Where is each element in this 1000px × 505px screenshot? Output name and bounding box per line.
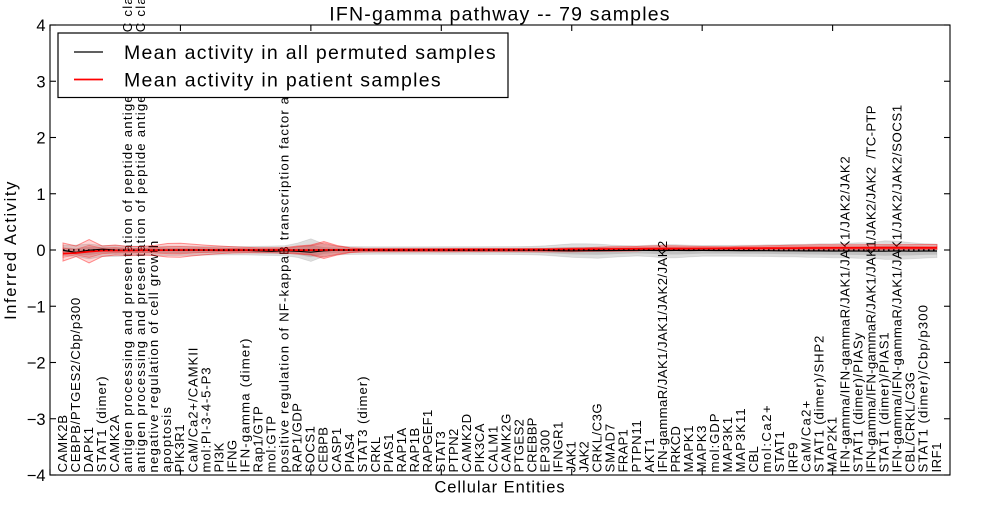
svg-text:DAPK1: DAPK1 — [81, 427, 96, 473]
svg-text:IRF1: IRF1 — [929, 442, 944, 472]
svg-text:PIK3R1: PIK3R1 — [172, 424, 187, 473]
svg-text:CALM1: CALM1 — [485, 425, 500, 472]
svg-text:Rap1/GTP: Rap1/GTP — [251, 406, 266, 473]
svg-text:PIAS4: PIAS4 — [342, 433, 357, 472]
svg-text:STAT3: STAT3 — [433, 431, 448, 473]
svg-text:IFN-gamma/IFN-gammaR/JAK1/JAK1: IFN-gamma/IFN-gammaR/JAK1/JAK1/JAK2/JAK2… — [890, 104, 905, 472]
svg-text:STAT3 (dimer): STAT3 (dimer) — [355, 376, 370, 473]
svg-text:−2: −2 — [27, 355, 46, 373]
svg-text:CREBBP: CREBBP — [524, 417, 539, 472]
svg-text:−4: −4 — [27, 467, 46, 485]
svg-text:MAPK1: MAPK1 — [681, 425, 696, 472]
svg-text:EP300: EP300 — [538, 429, 553, 472]
svg-text:CRKL: CRKL — [368, 437, 383, 473]
svg-text:CEBPB/PTGES2/Cbp/p300: CEBPB/PTGES2/Cbp/p300 — [68, 297, 83, 472]
svg-text:PRKCD: PRKCD — [668, 426, 683, 472]
svg-text:PI3K: PI3K — [211, 442, 226, 472]
svg-text:AKT1: AKT1 — [642, 438, 657, 473]
svg-text:positive regulation of NF-kapp: positive regulation of NF-kappaB transcr… — [277, 55, 292, 473]
svg-text:apoptosis: apoptosis — [159, 406, 174, 472]
svg-text:1: 1 — [36, 186, 45, 204]
svg-text:3: 3 — [36, 73, 45, 91]
svg-text:mol:GTP: mol:GTP — [264, 415, 279, 472]
svg-text:negative regulation of cell gr: negative regulation of cell growth — [146, 240, 161, 473]
svg-text:IFN-gamma/IFN-gammaR/JAK1/JAK1: IFN-gamma/IFN-gammaR/JAK1/JAK1/JAK2/JAK2… — [864, 105, 879, 472]
svg-text:CaM/Ca2+: CaM/Ca2+ — [798, 399, 813, 472]
svg-text:Cellular Entities: Cellular Entities — [434, 479, 565, 497]
svg-text:IRF9: IRF9 — [785, 442, 800, 472]
svg-text:IFNG: IFNG — [224, 440, 239, 473]
svg-text:PTGES2: PTGES2 — [511, 419, 526, 473]
svg-text:antigen processing and present: antigen processing and presentation of p… — [120, 0, 135, 473]
svg-text:MAPK3: MAPK3 — [694, 425, 709, 472]
svg-text:STAT1 (dimer)/Cbp/p300: STAT1 (dimer)/Cbp/p300 — [916, 304, 931, 472]
svg-text:Mean activity in patient sampl: Mean activity in patient samples — [124, 70, 442, 92]
svg-text:STAT1 (dimer): STAT1 (dimer) — [94, 376, 109, 473]
svg-text:RAPGEF1: RAPGEF1 — [420, 410, 435, 473]
svg-text:MAP3K1: MAP3K1 — [720, 416, 735, 472]
svg-text:IFNGR1: IFNGR1 — [551, 421, 566, 472]
svg-text:FRAP1: FRAP1 — [616, 429, 631, 472]
svg-text:PIK3CA: PIK3CA — [472, 423, 487, 472]
svg-text:CAMK2D: CAMK2D — [459, 413, 474, 472]
svg-text:JAK2: JAK2 — [577, 441, 592, 472]
svg-text:mol:GDP: mol:GDP — [707, 413, 722, 473]
svg-text:CBL/CRKL/C3G: CBL/CRKL/C3G — [903, 371, 918, 472]
svg-text:JAK1: JAK1 — [564, 441, 579, 472]
svg-text:0: 0 — [36, 242, 45, 260]
svg-text:SOCS1: SOCS1 — [303, 426, 318, 473]
svg-text:MAP3K11: MAP3K11 — [733, 408, 748, 473]
svg-text:CEBPB: CEBPB — [316, 427, 331, 473]
svg-text:−3: −3 — [27, 411, 46, 429]
svg-text:CAMK2B: CAMK2B — [55, 414, 70, 472]
svg-text:PIAS1: PIAS1 — [381, 433, 396, 472]
svg-text:2: 2 — [36, 130, 45, 148]
svg-text:CaM/Ca2+/CAMKII: CaM/Ca2+/CAMKII — [185, 347, 200, 473]
svg-text:CBL: CBL — [746, 446, 761, 473]
svg-text:IFN-gamma pathway -- 79 sample: IFN-gamma pathway -- 79 samples — [329, 4, 670, 26]
svg-text:Mean activity in all permuted: Mean activity in all permuted samples — [124, 42, 497, 64]
svg-text:IFN-gamma (dimer): IFN-gamma (dimer) — [238, 337, 253, 472]
svg-text:PTPN11: PTPN11 — [629, 420, 644, 473]
svg-text:CAMK2A: CAMK2A — [107, 414, 122, 472]
svg-text:IFN-gammaR/JAK1/JAK1/JAK2/JAK2: IFN-gammaR/JAK1/JAK1/JAK2/JAK2 — [655, 240, 670, 472]
svg-text:RAP1/GDP: RAP1/GDP — [290, 403, 305, 473]
svg-text:antigen processing and present: antigen processing and presentation of p… — [133, 0, 148, 473]
svg-text:Inferred Activity: Inferred Activity — [2, 180, 20, 320]
svg-text:MAP2K1: MAP2K1 — [824, 416, 839, 472]
svg-text:STAT1: STAT1 — [772, 431, 787, 473]
svg-text:STAT1 (dimer)/SHP2: STAT1 (dimer)/SHP2 — [811, 335, 826, 473]
svg-text:CASP1: CASP1 — [329, 428, 344, 473]
svg-text:RAP1B: RAP1B — [407, 428, 422, 473]
svg-text:SMAD7: SMAD7 — [603, 423, 618, 473]
svg-text:IFN-gamma/IFN-gammaR/JAK1/JAK1: IFN-gamma/IFN-gammaR/JAK1/JAK1/JAK2/JAK2 — [838, 156, 853, 473]
svg-text:CRKL/C3G: CRKL/C3G — [590, 403, 605, 473]
svg-text:CAMK2G: CAMK2G — [498, 413, 513, 472]
svg-text:4: 4 — [36, 17, 45, 35]
svg-text:mol:Ca2+: mol:Ca2+ — [759, 404, 774, 473]
svg-text:STAT1 (dimer)/PIASy: STAT1 (dimer)/PIASy — [851, 332, 866, 472]
svg-text:STAT1 (dimer)/PIAS1: STAT1 (dimer)/PIAS1 — [877, 332, 892, 473]
svg-text:PTPN2: PTPN2 — [446, 428, 461, 472]
svg-text:mol:PI-3-4-5-P3: mol:PI-3-4-5-P3 — [198, 367, 213, 473]
svg-text:−1: −1 — [27, 298, 46, 316]
svg-text:RAP1A: RAP1A — [394, 428, 409, 473]
